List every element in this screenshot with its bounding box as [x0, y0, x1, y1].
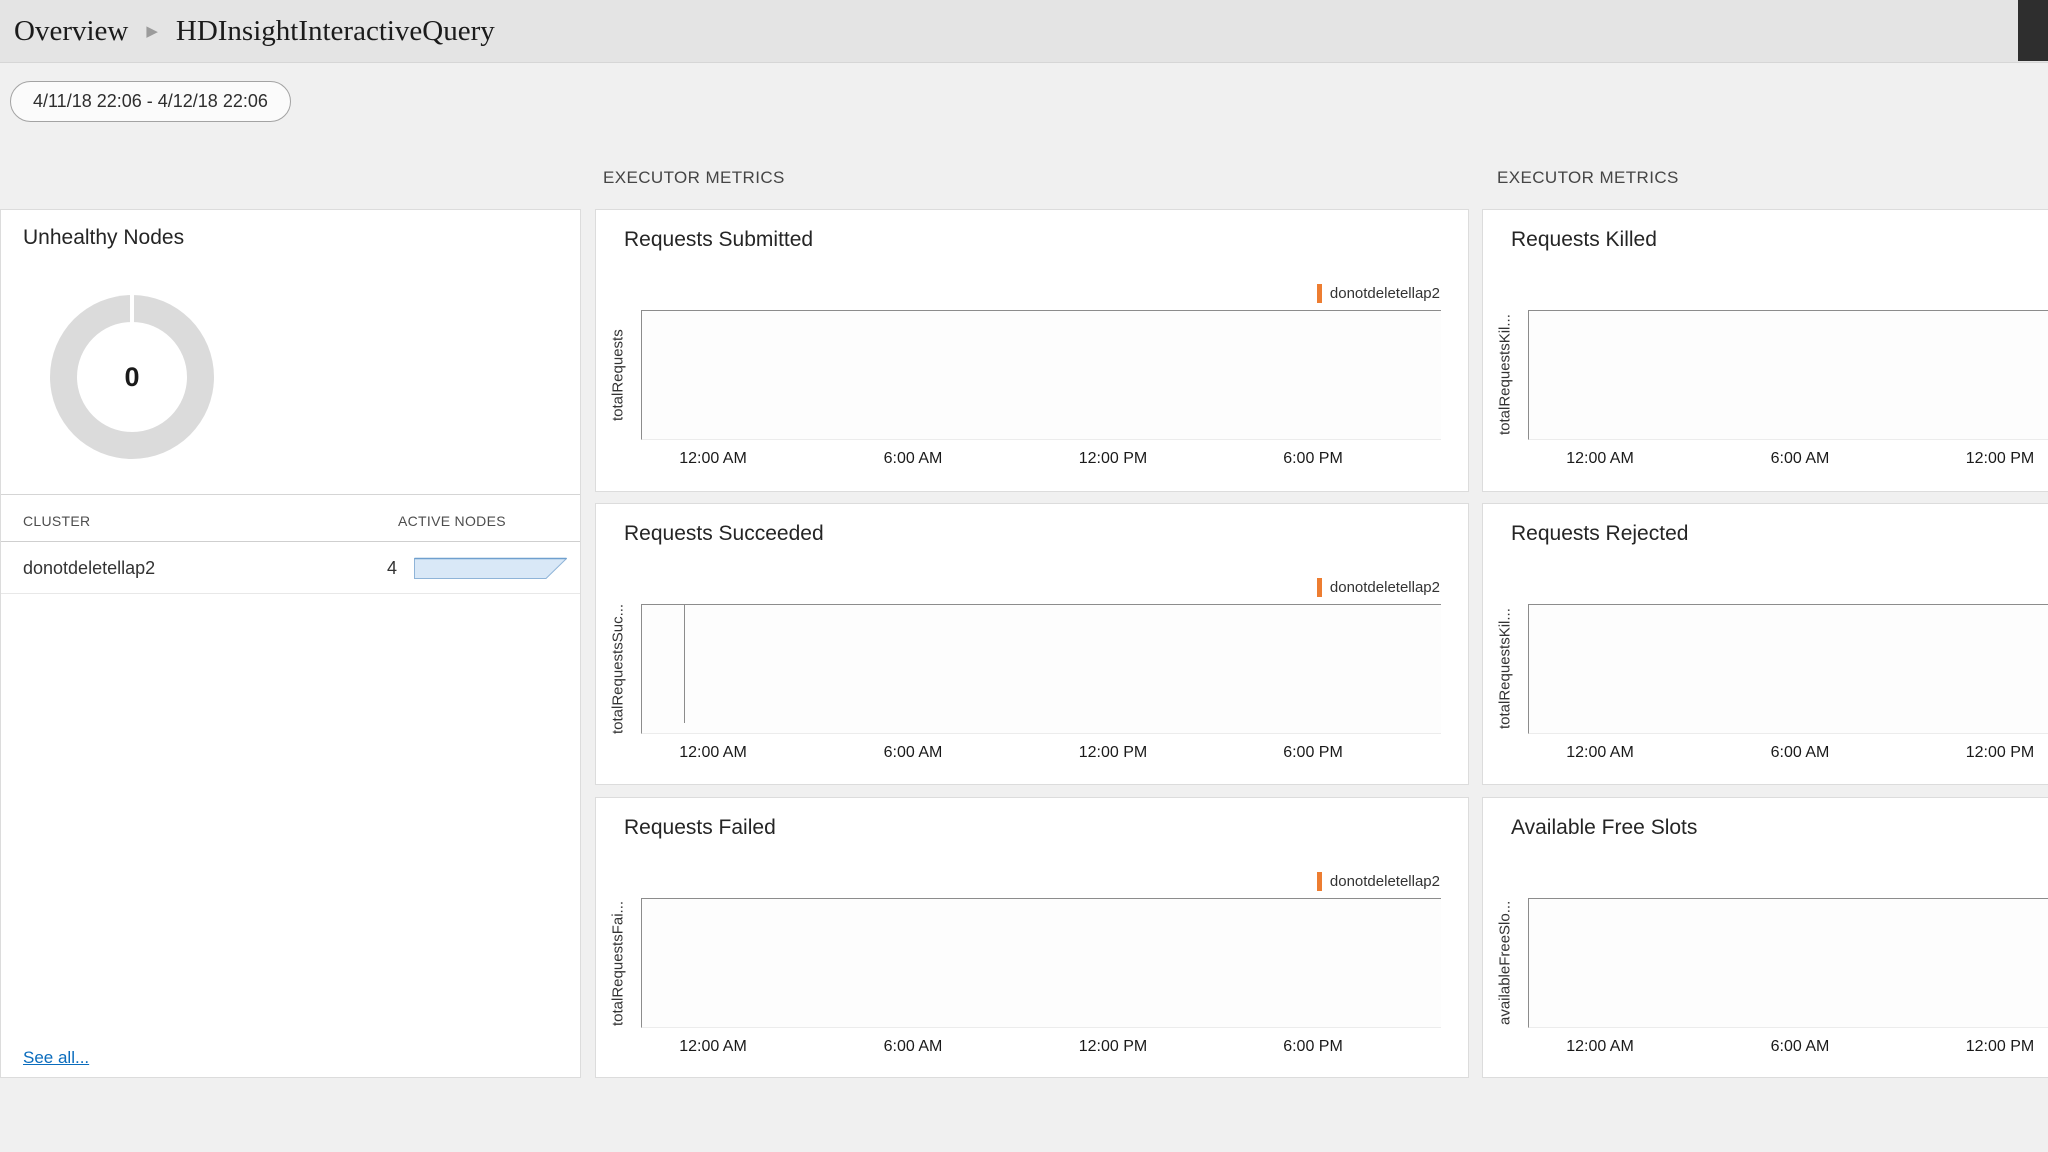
y-axis-label: availableFreeSlo...	[1496, 900, 1514, 1026]
unhealthy-nodes-count: 0	[124, 361, 140, 392]
chart-legend: donotdeletellap2	[1316, 578, 1440, 597]
unhealthy-nodes-donut-chart: 0	[50, 295, 214, 459]
x-tick: 6:00 AM	[1770, 450, 1830, 467]
x-tick: 6:00 AM	[883, 450, 943, 467]
breadcrumb-cluster-name: HDInsightInteractiveQuery	[175, 14, 495, 47]
time-range-selector[interactable]: 4/11/18 22:06 - 4/12/18 22:06	[10, 81, 291, 122]
data-spike	[684, 605, 685, 723]
chart-title: Requests Failed	[624, 816, 776, 839]
x-axis: 12:00 AM 6:00 AM 12:00 PM 6:00 PM	[641, 450, 1441, 472]
breadcrumb-separator-icon: ▶	[146, 22, 158, 40]
x-tick: 12:00 AM	[679, 744, 747, 761]
column-header-cluster: CLUSTER	[23, 513, 91, 529]
table-row-cluster-name: donotdeletellap2	[23, 558, 156, 578]
chart-title: Requests Killed	[1511, 228, 1657, 251]
plot-area	[641, 604, 1441, 734]
x-tick: 6:00 AM	[883, 1038, 943, 1055]
x-tick: 6:00 AM	[1770, 744, 1830, 761]
column-header-active-nodes: ACTIVE NODES	[398, 513, 506, 529]
chart-requests-succeeded: Requests Succeeded donotdeletellap2 tota…	[595, 503, 1469, 785]
plot-area	[641, 898, 1441, 1028]
plot-area	[1528, 310, 2048, 440]
section-header-executor-metrics-2: EXECUTOR METRICS	[1497, 168, 1679, 187]
chart-requests-rejected: Requests Rejected totalRequestsKil... 12…	[1482, 503, 2048, 785]
x-tick: 6:00 PM	[1283, 1038, 1343, 1055]
y-axis-label: totalRequestsKil...	[1496, 608, 1514, 730]
time-range-label: 4/11/18 22:06 - 4/12/18 22:06	[33, 91, 268, 111]
x-tick: 6:00 AM	[1770, 1038, 1830, 1055]
legend-label: donotdeletellap2	[1329, 579, 1440, 596]
x-tick: 12:00 AM	[679, 450, 747, 467]
x-axis: 12:00 AM 6:00 AM 12:00 PM	[1528, 1038, 2048, 1060]
breadcrumb: Overview ▶ HDInsightInteractiveQuery	[0, 0, 2048, 63]
panel-title: Unhealthy Nodes	[23, 226, 185, 249]
chart-title: Requests Submitted	[624, 228, 814, 251]
see-all-link[interactable]: See all...	[23, 1048, 90, 1067]
legend-color-icon	[1316, 872, 1322, 891]
x-axis: 12:00 AM 6:00 AM 12:00 PM 6:00 PM	[641, 1038, 1441, 1060]
unhealthy-nodes-panel: Unhealthy Nodes 0 CLUSTER ACTIVE NODES d…	[0, 209, 581, 1078]
y-axis-label: totalRequestsFai...	[609, 900, 627, 1026]
x-tick: 6:00 AM	[883, 744, 943, 761]
breadcrumb-overview[interactable]: Overview	[14, 14, 129, 47]
chart-requests-failed: Requests Failed donotdeletellap2 totalRe…	[595, 797, 1469, 1078]
chart-title: Available Free Slots	[1511, 816, 1698, 839]
x-tick: 6:00 PM	[1283, 744, 1343, 761]
x-tick: 12:00 PM	[1078, 744, 1148, 761]
x-axis: 12:00 AM 6:00 AM 12:00 PM	[1528, 450, 2048, 472]
x-tick: 12:00 PM	[1965, 450, 2035, 467]
legend-color-icon	[1316, 578, 1322, 597]
x-tick: 12:00 AM	[1566, 450, 1634, 467]
divider	[1, 593, 580, 594]
x-axis: 12:00 AM 6:00 AM 12:00 PM 6:00 PM	[641, 744, 1441, 766]
chart-legend: donotdeletellap2	[1316, 284, 1440, 303]
legend-label: donotdeletellap2	[1329, 285, 1440, 302]
divider	[1, 541, 580, 542]
section-header-executor-metrics-1: EXECUTOR METRICS	[603, 168, 785, 187]
x-tick: 6:00 PM	[1283, 450, 1343, 467]
chart-title: Requests Rejected	[1511, 522, 1689, 545]
chart-requests-submitted: Requests Submitted donotdeletellap2 tota…	[595, 209, 1469, 492]
y-axis-label: totalRequestsKil...	[1496, 314, 1514, 436]
legend-color-icon	[1316, 284, 1322, 303]
x-tick: 12:00 AM	[1566, 744, 1634, 761]
table-row-active-nodes-value: 4	[387, 558, 398, 578]
divider	[1, 494, 580, 495]
active-nodes-bar	[414, 557, 568, 585]
x-tick: 12:00 AM	[679, 1038, 747, 1055]
plot-area	[1528, 604, 2048, 734]
plot-area	[641, 310, 1441, 440]
y-axis-label: totalRequests	[609, 329, 627, 421]
y-axis-label: totalRequestsSuc...	[609, 603, 627, 735]
chart-title: Requests Succeeded	[624, 522, 824, 545]
x-tick: 12:00 PM	[1078, 1038, 1148, 1055]
x-tick: 12:00 PM	[1965, 744, 2035, 761]
x-axis: 12:00 AM 6:00 AM 12:00 PM	[1528, 744, 2048, 766]
screen-corner-artifact	[2018, 0, 2048, 61]
donut-seam	[130, 295, 134, 323]
x-tick: 12:00 PM	[1078, 450, 1148, 467]
x-tick: 12:00 AM	[1566, 1038, 1634, 1055]
chart-legend: donotdeletellap2	[1316, 872, 1440, 891]
legend-label: donotdeletellap2	[1329, 873, 1440, 890]
x-tick: 12:00 PM	[1965, 1038, 2035, 1055]
chart-requests-killed: Requests Killed totalRequestsKil... 12:0…	[1482, 209, 2048, 492]
donut-hole: 0	[77, 322, 187, 432]
plot-area	[1528, 898, 2048, 1028]
chart-available-free-slots: Available Free Slots availableFreeSlo...…	[1482, 797, 2048, 1078]
